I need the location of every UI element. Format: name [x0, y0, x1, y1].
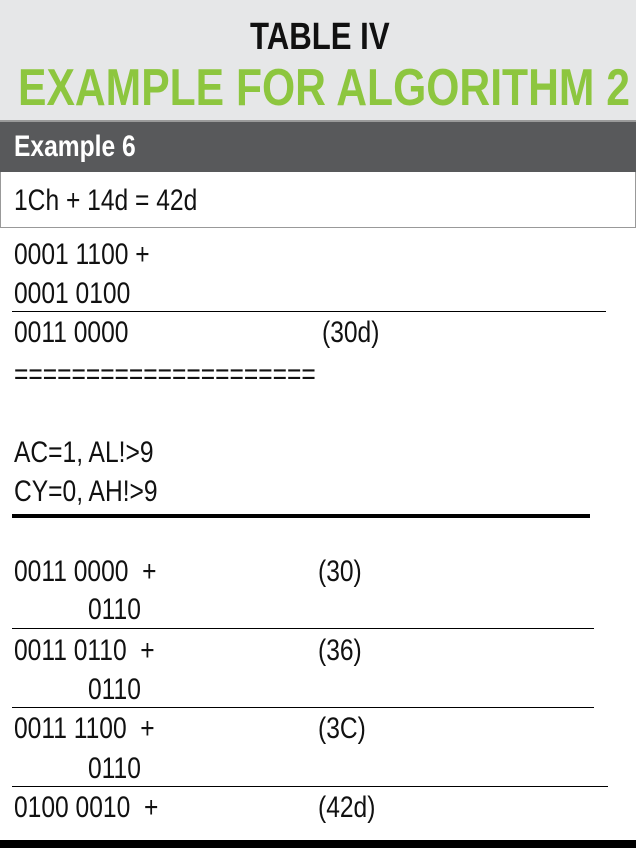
row-note: (30d): [322, 316, 380, 349]
row-text: 0011 0110 +: [14, 634, 155, 667]
row-text: =====================: [14, 358, 316, 391]
row-text: 0011 0000: [14, 316, 129, 349]
row-text: 0011 1100 +: [14, 712, 155, 745]
header-band: [0, 0, 636, 122]
table-subtitle: EXAMPLE FOR ALGORITHM 2: [18, 59, 630, 117]
row-text: 0100 0010 +: [14, 791, 159, 824]
row-text: 0001 1100 +: [14, 238, 150, 271]
example-band: [0, 122, 636, 172]
rule: [12, 311, 606, 312]
example-label: Example 6: [14, 130, 136, 163]
row-note: (3C): [318, 712, 366, 745]
table-title: TABLE IV: [249, 16, 390, 58]
row-text: AC=1, AL!>9: [14, 436, 154, 469]
row-note: (42d): [318, 791, 376, 824]
rule-thick: [12, 514, 590, 518]
row-text: 0011 0000 +: [14, 555, 157, 588]
row-text: 0001 0100: [14, 277, 131, 310]
row-text: 0110: [88, 593, 141, 626]
row-text: 0110: [88, 673, 141, 706]
row-note: (30): [318, 555, 362, 588]
rule: [12, 628, 594, 629]
equation: 1Ch + 14d = 42d: [14, 184, 198, 217]
bottom-border: [0, 840, 636, 848]
rule: [12, 707, 594, 708]
row-note: (36): [318, 634, 362, 667]
row-text: CY=0, AH!>9: [14, 475, 158, 508]
rule: [12, 786, 608, 787]
row-text: 0110: [88, 752, 141, 785]
